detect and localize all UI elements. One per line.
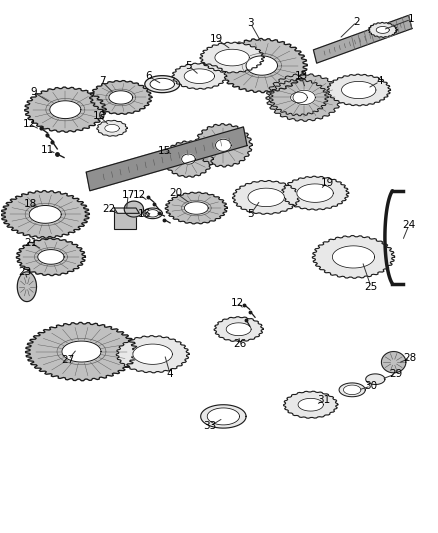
- Polygon shape: [86, 127, 247, 191]
- Polygon shape: [17, 272, 36, 302]
- Polygon shape: [283, 391, 338, 418]
- Text: 10: 10: [92, 111, 106, 121]
- Polygon shape: [248, 188, 284, 207]
- Polygon shape: [145, 76, 180, 93]
- Polygon shape: [233, 181, 300, 214]
- Polygon shape: [90, 80, 152, 114]
- Text: 2: 2: [353, 17, 360, 27]
- Text: 4: 4: [376, 77, 383, 86]
- Text: 31: 31: [317, 395, 330, 406]
- Polygon shape: [215, 139, 231, 151]
- Polygon shape: [266, 74, 342, 122]
- Text: 5: 5: [247, 209, 254, 220]
- Polygon shape: [201, 405, 246, 428]
- Polygon shape: [269, 79, 328, 116]
- Polygon shape: [97, 120, 127, 136]
- Polygon shape: [143, 208, 162, 219]
- Polygon shape: [339, 383, 365, 397]
- Polygon shape: [182, 154, 195, 164]
- Polygon shape: [200, 42, 264, 73]
- Polygon shape: [215, 49, 249, 66]
- Polygon shape: [342, 82, 376, 99]
- Text: 15: 15: [158, 146, 171, 156]
- Text: 5: 5: [185, 61, 192, 70]
- Polygon shape: [124, 201, 144, 217]
- Polygon shape: [194, 124, 252, 167]
- Text: 16: 16: [138, 209, 152, 220]
- Polygon shape: [282, 176, 349, 210]
- Polygon shape: [1, 191, 89, 238]
- Polygon shape: [109, 91, 133, 104]
- Polygon shape: [105, 124, 119, 132]
- Polygon shape: [16, 238, 85, 276]
- Polygon shape: [312, 236, 395, 278]
- Text: 18: 18: [24, 199, 37, 209]
- Polygon shape: [207, 408, 240, 425]
- Text: 7: 7: [99, 77, 105, 86]
- Polygon shape: [165, 192, 227, 224]
- Text: 29: 29: [389, 369, 403, 379]
- Text: 28: 28: [403, 353, 417, 363]
- Text: 6: 6: [145, 71, 152, 81]
- Text: 11: 11: [41, 144, 54, 155]
- Text: 1: 1: [408, 14, 414, 25]
- Text: 21: 21: [24, 238, 37, 247]
- Polygon shape: [25, 87, 106, 132]
- Polygon shape: [297, 184, 333, 203]
- Polygon shape: [147, 209, 159, 217]
- Polygon shape: [116, 336, 189, 373]
- Text: 12: 12: [231, 297, 244, 308]
- Text: 33: 33: [204, 421, 217, 431]
- Polygon shape: [226, 323, 251, 336]
- Text: 9: 9: [30, 87, 37, 97]
- Polygon shape: [29, 205, 61, 223]
- Polygon shape: [216, 38, 307, 93]
- Text: 17: 17: [122, 190, 135, 200]
- Polygon shape: [62, 341, 101, 362]
- Polygon shape: [314, 15, 412, 63]
- Text: 19: 19: [210, 34, 223, 44]
- Polygon shape: [114, 208, 136, 229]
- Polygon shape: [172, 63, 227, 89]
- Polygon shape: [332, 246, 374, 268]
- Text: 13: 13: [294, 71, 308, 81]
- Polygon shape: [293, 90, 315, 104]
- Polygon shape: [368, 22, 397, 37]
- Polygon shape: [150, 78, 174, 90]
- Text: 22: 22: [102, 204, 116, 214]
- Text: 27: 27: [62, 354, 75, 365]
- Text: 23: 23: [18, 267, 32, 277]
- Polygon shape: [214, 317, 263, 342]
- Text: 12: 12: [133, 190, 146, 200]
- Text: 4: 4: [167, 369, 173, 379]
- Polygon shape: [376, 27, 389, 34]
- Text: 12: 12: [22, 119, 36, 129]
- Text: 24: 24: [402, 220, 416, 230]
- Text: 3: 3: [247, 18, 254, 28]
- Text: 20: 20: [170, 188, 183, 198]
- Text: 19: 19: [321, 177, 334, 188]
- Polygon shape: [381, 352, 406, 373]
- Polygon shape: [343, 385, 361, 394]
- Polygon shape: [114, 208, 139, 213]
- Polygon shape: [38, 249, 64, 264]
- Polygon shape: [50, 101, 81, 119]
- Text: 25: 25: [364, 282, 378, 292]
- Polygon shape: [366, 374, 385, 384]
- Polygon shape: [246, 56, 278, 75]
- Text: 26: 26: [233, 338, 247, 349]
- Polygon shape: [163, 141, 213, 177]
- Polygon shape: [184, 69, 215, 84]
- Polygon shape: [298, 398, 323, 411]
- Polygon shape: [290, 92, 307, 103]
- Text: 30: 30: [364, 381, 378, 391]
- Polygon shape: [25, 322, 138, 381]
- Polygon shape: [133, 344, 173, 365]
- Polygon shape: [184, 202, 208, 214]
- Polygon shape: [327, 74, 391, 106]
